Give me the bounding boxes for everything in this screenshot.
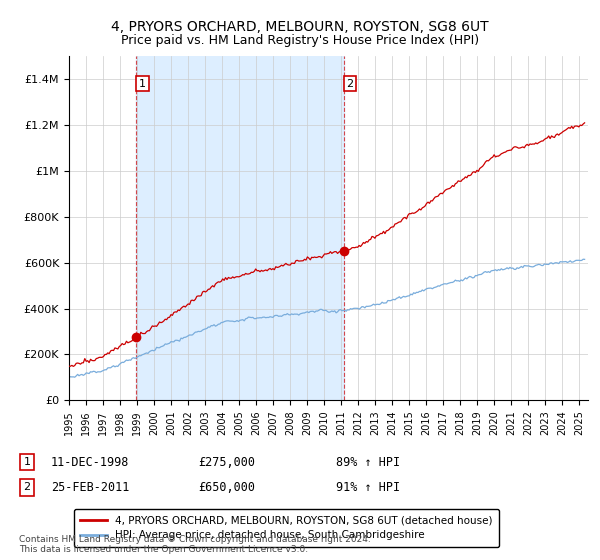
Text: 2: 2 bbox=[23, 482, 31, 492]
Text: 4, PRYORS ORCHARD, MELBOURN, ROYSTON, SG8 6UT: 4, PRYORS ORCHARD, MELBOURN, ROYSTON, SG… bbox=[111, 20, 489, 34]
Text: 11-DEC-1998: 11-DEC-1998 bbox=[51, 455, 130, 469]
Text: 91% ↑ HPI: 91% ↑ HPI bbox=[336, 480, 400, 494]
Text: 1: 1 bbox=[23, 457, 31, 467]
Text: £275,000: £275,000 bbox=[198, 455, 255, 469]
Text: £650,000: £650,000 bbox=[198, 480, 255, 494]
Text: Contains HM Land Registry data © Crown copyright and database right 2024.
This d: Contains HM Land Registry data © Crown c… bbox=[19, 535, 371, 554]
Text: Price paid vs. HM Land Registry's House Price Index (HPI): Price paid vs. HM Land Registry's House … bbox=[121, 34, 479, 46]
Text: 1: 1 bbox=[139, 78, 146, 88]
Legend: 4, PRYORS ORCHARD, MELBOURN, ROYSTON, SG8 6UT (detached house), HPI: Average pri: 4, PRYORS ORCHARD, MELBOURN, ROYSTON, SG… bbox=[74, 509, 499, 547]
Bar bbox=[136, 56, 344, 400]
Text: 2: 2 bbox=[346, 78, 353, 88]
Text: 25-FEB-2011: 25-FEB-2011 bbox=[51, 480, 130, 494]
Text: 89% ↑ HPI: 89% ↑ HPI bbox=[336, 455, 400, 469]
